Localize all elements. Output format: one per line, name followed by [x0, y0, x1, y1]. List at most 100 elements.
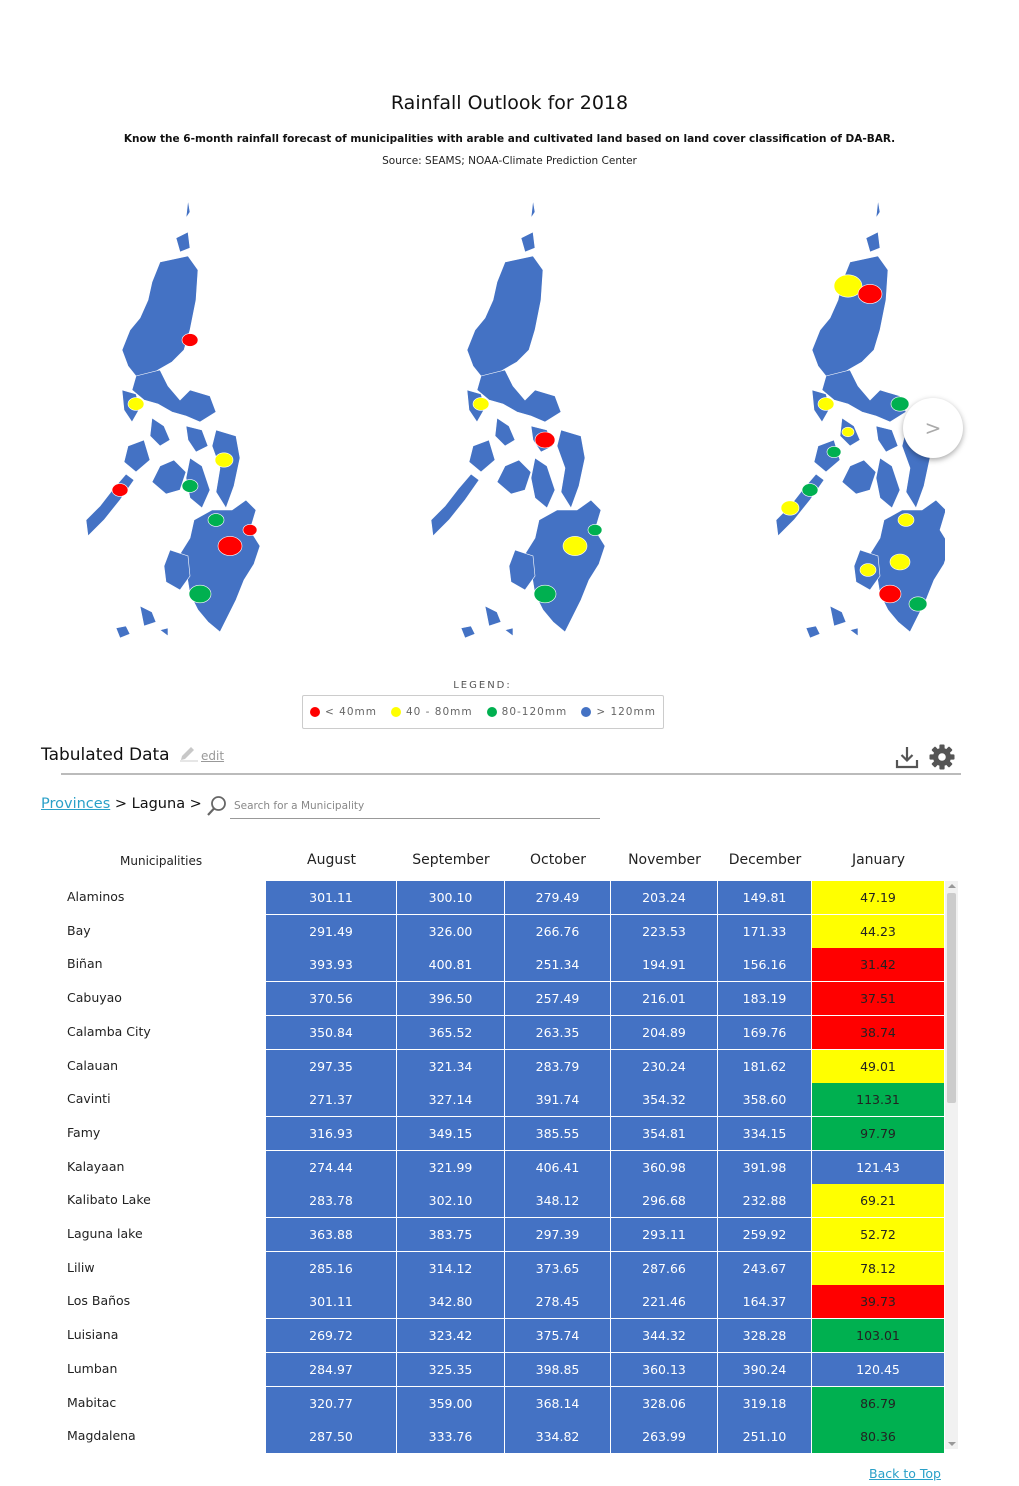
- column-header-september[interactable]: September: [412, 852, 490, 868]
- table-cell: 314.12: [397, 1251, 505, 1286]
- philippines-map-august[interactable]: [40, 190, 330, 670]
- breadcrumb-provinces-link[interactable]: Provinces: [41, 796, 111, 812]
- province-shape[interactable]: [214, 452, 234, 468]
- breadcrumb-province[interactable]: Laguna: [131, 796, 186, 812]
- legend-item-red: < 40mm: [310, 706, 377, 718]
- province-shape[interactable]: [217, 536, 243, 556]
- province-shape[interactable]: [111, 483, 129, 497]
- island-shape: [875, 199, 881, 219]
- row-label: Biñan: [67, 956, 103, 972]
- province-shape[interactable]: [181, 333, 199, 347]
- table-cell: 301.11: [266, 1285, 397, 1320]
- table-cell: 37.51: [812, 982, 945, 1017]
- island-shape: [530, 457, 556, 509]
- island-shape: [494, 417, 516, 447]
- province-shape[interactable]: [857, 284, 883, 304]
- province-shape[interactable]: [801, 483, 819, 497]
- row-label: Liliw: [67, 1259, 95, 1275]
- province-shape[interactable]: [181, 479, 199, 493]
- table-cell: 279.49: [505, 881, 611, 915]
- column-header-municipalities: Municipalities: [120, 854, 203, 868]
- province-shape[interactable]: [859, 563, 877, 577]
- table-cell: 297.39: [505, 1218, 611, 1252]
- province-shape[interactable]: [889, 553, 911, 571]
- table-cell: 221.46: [611, 1285, 718, 1320]
- scroll-down-arrow[interactable]: [948, 1442, 956, 1446]
- table-cell: 97.79: [812, 1116, 945, 1151]
- table-cell: 328.06: [611, 1386, 718, 1421]
- table-cell: 297.35: [266, 1049, 397, 1084]
- island-shape: [476, 369, 562, 423]
- table-cell: 259.92: [718, 1218, 812, 1252]
- island-shape: [151, 459, 187, 495]
- province-shape[interactable]: [780, 500, 800, 516]
- province-shape[interactable]: [897, 513, 915, 527]
- municipality-search: [205, 794, 600, 819]
- table-cell: 216.01: [611, 982, 718, 1017]
- legend-label: 80-120mm: [501, 706, 568, 718]
- province-shape[interactable]: [242, 524, 258, 536]
- province-shape[interactable]: [890, 396, 910, 412]
- data-source: Source: SEAMS; NOAA-Climate Prediction C…: [382, 155, 637, 167]
- province-shape[interactable]: [188, 584, 212, 604]
- column-header-november[interactable]: November: [628, 852, 701, 868]
- table-scrollbar[interactable]: [945, 881, 958, 1449]
- island-shape: [139, 605, 157, 627]
- island-shape: [829, 605, 847, 627]
- legend-swatch-green: [486, 707, 497, 717]
- province-shape[interactable]: [841, 426, 855, 438]
- table-cell: 327.14: [397, 1083, 505, 1118]
- legend-item-blue: > 120mm: [581, 706, 656, 718]
- carousel-next-button[interactable]: >: [903, 398, 963, 458]
- legend-swatch-blue: [581, 707, 592, 717]
- table-cell: 326.00: [397, 914, 505, 949]
- table-cell: 316.93: [266, 1116, 397, 1151]
- table-cell: 263.35: [505, 1015, 611, 1050]
- legend-item-green: 80-120mm: [486, 706, 568, 718]
- breadcrumb-separator: >: [110, 796, 132, 812]
- island-shape: [430, 473, 480, 537]
- gear-icon[interactable]: [928, 743, 956, 771]
- download-icon[interactable]: [894, 744, 920, 770]
- table-cell: 194.91: [611, 948, 718, 983]
- province-shape[interactable]: [534, 431, 556, 449]
- province-shape[interactable]: [826, 446, 842, 458]
- province-shape[interactable]: [587, 524, 603, 536]
- island-shape: [85, 473, 135, 537]
- table-cell: 156.16: [718, 948, 812, 983]
- island-shape: [520, 231, 536, 253]
- province-shape[interactable]: [833, 274, 863, 298]
- pencil-icon: [180, 747, 198, 762]
- legend-item-yellow: 40 - 80mm: [390, 706, 473, 718]
- province-shape[interactable]: [533, 584, 557, 604]
- province-shape[interactable]: [207, 513, 225, 527]
- philippines-map-october[interactable]: [730, 190, 945, 670]
- philippines-map-september[interactable]: [385, 190, 675, 670]
- table-cell: 278.45: [505, 1285, 611, 1320]
- column-header-december[interactable]: December: [728, 852, 802, 868]
- column-header-october[interactable]: October: [529, 852, 587, 868]
- island-shape: [115, 625, 131, 639]
- province-shape[interactable]: [472, 397, 490, 411]
- table-cell: 348.12: [505, 1184, 611, 1219]
- province-shape[interactable]: [562, 536, 588, 556]
- row-label: Alaminos: [67, 889, 125, 904]
- province-shape[interactable]: [817, 397, 835, 411]
- column-header-january[interactable]: January: [851, 852, 906, 868]
- row-label: Famy: [67, 1124, 101, 1140]
- back-to-top-link[interactable]: Back to Top: [869, 1466, 941, 1481]
- map-carousel[interactable]: [40, 190, 945, 670]
- section-title: Tabulated Data: [41, 745, 170, 765]
- province-shape[interactable]: [878, 584, 902, 604]
- table-cell: 375.74: [505, 1319, 611, 1354]
- edit-link[interactable]: edit: [178, 745, 224, 763]
- scroll-up-arrow[interactable]: [948, 884, 956, 888]
- column-header-august[interactable]: August: [307, 852, 356, 868]
- scroll-thumb[interactable]: [947, 893, 956, 1103]
- search-icon[interactable]: [205, 794, 229, 818]
- search-input[interactable]: [230, 794, 600, 819]
- island-shape: [805, 625, 821, 639]
- province-shape[interactable]: [127, 397, 145, 411]
- section-divider: [61, 773, 961, 775]
- province-shape[interactable]: [908, 596, 928, 612]
